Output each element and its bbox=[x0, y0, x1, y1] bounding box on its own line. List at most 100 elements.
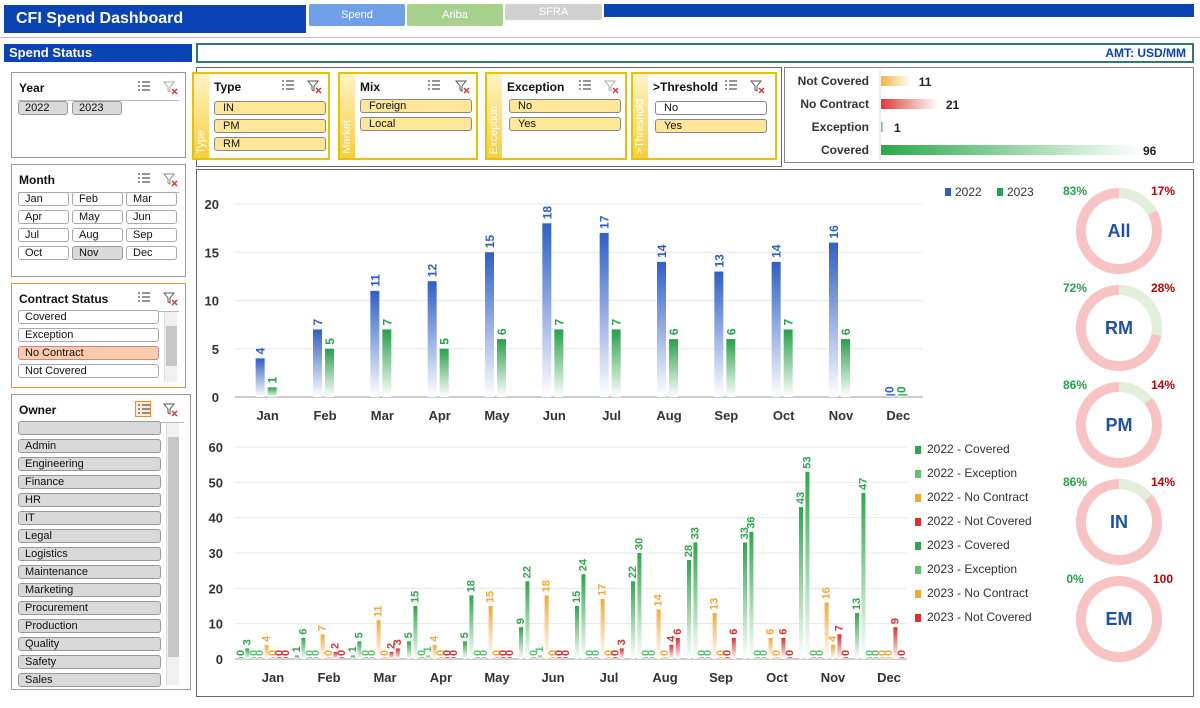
clear-filter-icon[interactable] bbox=[603, 78, 619, 94]
tab-sfra[interactable]: SFRA bbox=[505, 4, 602, 20]
owner-item-it[interactable]: IT bbox=[18, 511, 161, 525]
c2-xtick: Mar bbox=[373, 670, 396, 685]
clear-filter-icon[interactable] bbox=[306, 78, 322, 94]
c2-bar-2023---Covered bbox=[693, 542, 698, 659]
month-button-may[interactable]: May bbox=[72, 210, 123, 224]
threshold-slicer: >Threshold >Threshold No Yes bbox=[631, 72, 777, 160]
c2-label: 0 bbox=[254, 650, 266, 656]
owner-item-production[interactable]: Production bbox=[18, 619, 161, 633]
c2-bar-2022---Covered bbox=[519, 627, 523, 659]
month-button-dec[interactable]: Dec bbox=[126, 246, 177, 260]
contract-item-no-contract[interactable]: No Contract bbox=[18, 346, 159, 360]
c2-label: 0 bbox=[472, 650, 484, 656]
c2-bar-2022---Covered bbox=[407, 641, 411, 659]
multi-select-icon[interactable] bbox=[426, 78, 442, 94]
c2-xtick: Oct bbox=[766, 670, 788, 685]
type-item-rm[interactable]: RM bbox=[214, 137, 326, 151]
owner-item-legal[interactable]: Legal bbox=[18, 529, 161, 543]
month-button-jan[interactable]: Jan bbox=[18, 192, 69, 206]
c2-bar-2022---Not-Covered bbox=[837, 634, 842, 659]
owner-item-logistics[interactable]: Logistics bbox=[18, 547, 161, 561]
threshold-item-yes[interactable]: Yes bbox=[655, 119, 767, 133]
contract-item-covered[interactable]: Covered bbox=[18, 310, 159, 324]
month-button-apr[interactable]: Apr bbox=[18, 210, 69, 224]
contract-slicer-title: Contract Status bbox=[19, 292, 109, 306]
c2-label: 0 bbox=[304, 650, 316, 656]
owner-item-hr[interactable]: HR bbox=[18, 493, 161, 507]
multi-select-icon[interactable] bbox=[280, 78, 296, 94]
month-button-nov[interactable]: Nov bbox=[72, 246, 123, 260]
status-label-3: Covered bbox=[821, 143, 869, 157]
donut-label-in: IN bbox=[1110, 512, 1128, 532]
clear-filter-icon[interactable] bbox=[454, 78, 470, 94]
type-item-pm[interactable]: PM bbox=[214, 119, 326, 133]
clear-filter-icon[interactable] bbox=[749, 78, 765, 94]
clear-filter-icon[interactable] bbox=[162, 401, 178, 417]
mix-item-foreign[interactable]: Foreign bbox=[360, 99, 472, 113]
month-button-sep[interactable]: Sep bbox=[126, 228, 177, 242]
owner-item-maintenance[interactable]: Maintenance bbox=[18, 565, 161, 579]
c2-ytick: 40 bbox=[209, 511, 223, 526]
monthly-charts: 05101520Jan41Feb75Mar117Apr125May156Jun1… bbox=[205, 184, 1176, 685]
contract-item-not-covered[interactable]: Not Covered bbox=[18, 364, 159, 378]
c2-label: 6 bbox=[777, 629, 789, 635]
donut-right-pct: 14% bbox=[1151, 475, 1175, 489]
c2-label: 36 bbox=[745, 517, 757, 529]
clear-filter-icon[interactable] bbox=[162, 290, 178, 306]
owner-item-quality[interactable]: Quality bbox=[18, 637, 161, 651]
c1-bar-2022 bbox=[657, 261, 666, 397]
owner-item-finance[interactable]: Finance bbox=[18, 475, 161, 489]
multi-select-icon[interactable] bbox=[136, 290, 152, 306]
exception-item-yes[interactable]: Yes bbox=[509, 117, 621, 131]
status-label-2: Exception bbox=[812, 120, 869, 134]
tab-spend[interactable]: Spend bbox=[309, 4, 405, 26]
multi-select-icon[interactable] bbox=[723, 78, 739, 94]
multi-select-icon[interactable] bbox=[577, 78, 593, 94]
tab-ariba[interactable]: Ariba bbox=[407, 4, 503, 26]
c2-legend-label: 2023 - Exception bbox=[927, 562, 1017, 576]
c2-bar-2022---Exception bbox=[475, 657, 480, 659]
c2-label: 15 bbox=[485, 591, 497, 603]
month-button-aug[interactable]: Aug bbox=[72, 228, 123, 242]
month-button-oct[interactable]: Oct bbox=[18, 246, 69, 260]
month-button-jun[interactable]: Jun bbox=[126, 210, 177, 224]
year-button-2022[interactable]: 2022 bbox=[18, 101, 68, 115]
owner-item-safety[interactable]: Safety bbox=[18, 655, 161, 669]
c2-label: 14 bbox=[653, 593, 665, 606]
c1-bar-2023 bbox=[726, 339, 736, 397]
owner-item-engineering[interactable]: Engineering bbox=[18, 457, 161, 471]
month-button-mar[interactable]: Mar bbox=[126, 192, 177, 206]
month-button-jul[interactable]: Jul bbox=[18, 228, 69, 242]
type-item-in[interactable]: IN bbox=[214, 101, 326, 115]
c2-bar-2023---No-Contract bbox=[831, 644, 835, 659]
c2-bar-2022---Covered bbox=[575, 606, 579, 659]
c2-bar-2022---Not-Covered bbox=[501, 657, 506, 659]
multi-select-icon[interactable] bbox=[136, 171, 152, 187]
donut-left-pct: 86% bbox=[1063, 378, 1087, 392]
exception-item-no[interactable]: No bbox=[509, 99, 621, 113]
owner-item-blank[interactable] bbox=[18, 421, 161, 435]
c2-label: 18 bbox=[541, 580, 553, 592]
c2-bar-2023---Not-Covered bbox=[787, 657, 792, 659]
c2-xtick: Nov bbox=[821, 670, 846, 685]
clear-filter-icon[interactable] bbox=[162, 79, 178, 95]
owner-item-admin[interactable]: Admin bbox=[18, 439, 161, 453]
c2-label: 16 bbox=[821, 587, 833, 599]
mix-item-local[interactable]: Local bbox=[360, 117, 472, 131]
c2-bar-2022---Not-Covered bbox=[613, 657, 618, 659]
contract-scrollbar[interactable] bbox=[164, 312, 177, 382]
multi-select-icon[interactable] bbox=[135, 401, 151, 417]
multi-select-icon[interactable] bbox=[136, 79, 152, 95]
owner-item-procurement[interactable]: Procurement bbox=[18, 601, 161, 615]
c1-bar-2023 bbox=[554, 329, 564, 397]
year-button-2023[interactable]: 2023 bbox=[72, 101, 122, 115]
owner-item-sales[interactable]: Sales bbox=[18, 673, 161, 687]
owner-scrollbar[interactable] bbox=[166, 423, 179, 685]
month-button-feb[interactable]: Feb bbox=[72, 192, 123, 206]
contract-item-exception[interactable]: Exception bbox=[18, 328, 159, 342]
c2-label: 47 bbox=[857, 478, 869, 490]
threshold-item-no[interactable]: No bbox=[655, 101, 767, 115]
c2-label: 5 bbox=[459, 632, 471, 638]
owner-item-marketing[interactable]: Marketing bbox=[18, 583, 161, 597]
clear-filter-icon[interactable] bbox=[162, 171, 178, 187]
